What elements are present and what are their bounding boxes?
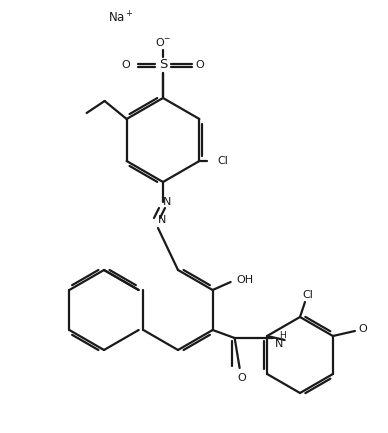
Text: O: O bbox=[196, 60, 204, 70]
Text: O: O bbox=[359, 324, 367, 334]
Text: S: S bbox=[159, 58, 167, 71]
Text: Na$^+$: Na$^+$ bbox=[108, 10, 134, 26]
Text: N: N bbox=[158, 215, 166, 225]
Text: Cl: Cl bbox=[303, 290, 314, 300]
Text: O: O bbox=[121, 60, 130, 70]
Text: N: N bbox=[274, 339, 283, 349]
Text: O: O bbox=[237, 373, 246, 383]
Text: OH: OH bbox=[236, 275, 253, 285]
Text: Cl: Cl bbox=[217, 156, 228, 166]
Text: N: N bbox=[163, 197, 171, 207]
Text: H: H bbox=[279, 332, 286, 340]
Text: O$^{−}$: O$^{−}$ bbox=[155, 36, 171, 48]
